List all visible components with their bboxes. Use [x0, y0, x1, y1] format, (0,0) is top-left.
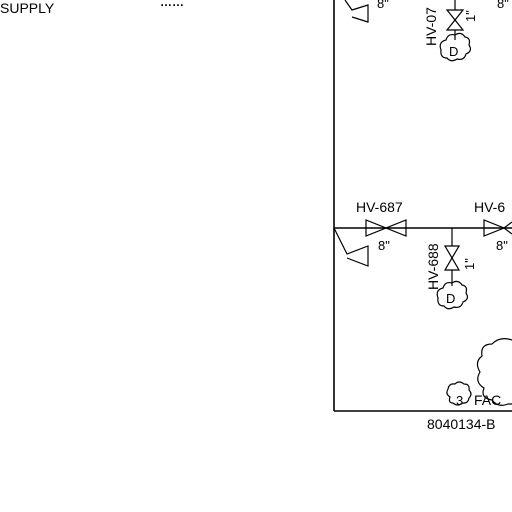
hv-6xx-tag: HV-6: [474, 199, 505, 215]
top-reducer-icon: [344, 0, 369, 23]
revision-cloud-icon: [476, 338, 512, 406]
rev-3-cloud-icon: [446, 381, 472, 406]
rev-3-label: 3: [456, 393, 463, 408]
hv-07x-cloud-icon: [439, 32, 472, 62]
hv-688-valve-icon: [443, 228, 461, 286]
hv-687-tag: HV-687: [356, 199, 403, 215]
hv-07x-code: D: [449, 44, 458, 59]
hv-688-tag: HV-688: [425, 243, 441, 290]
hv-688-cloud-icon: [436, 280, 469, 310]
hv-688-size: 1": [462, 258, 477, 270]
cropped-header-text: ……: [160, 0, 184, 9]
fac-label: FAC: [474, 392, 501, 408]
hv-688-code: D: [446, 291, 455, 306]
hv-07x-adjacent-size: 8": [497, 0, 509, 11]
hv-07x-tag: HV-07: [423, 7, 439, 46]
hv-687-size: 8": [378, 238, 390, 253]
middle-reducer-icon: [333, 227, 369, 267]
hv-6xx-size: 8": [496, 238, 508, 253]
supply-label: SUPPLY: [0, 0, 55, 16]
hv-6xx-valve-icon: [483, 219, 512, 237]
top-left-size-label: 8": [377, 0, 389, 11]
drawing-number: 8040134-B: [427, 416, 496, 432]
hv-07x-size: 1": [463, 10, 478, 22]
hv-687-valve-icon: [365, 219, 407, 237]
